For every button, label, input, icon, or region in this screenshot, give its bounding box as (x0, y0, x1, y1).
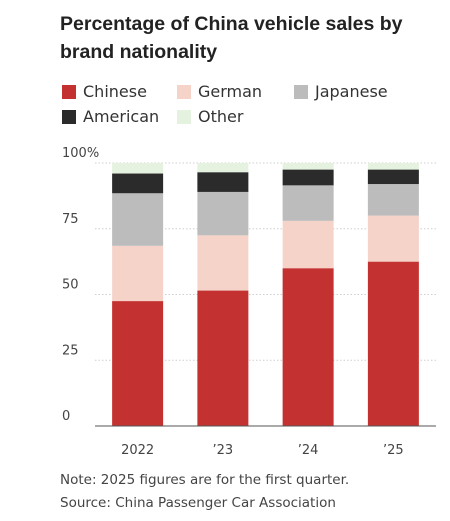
chart-title: Percentage of China vehicle sales by bra… (60, 13, 403, 63)
bar-segment-german (367, 215, 419, 262)
bar-segment-japanese (367, 184, 419, 216)
bar-segment-american (367, 169, 419, 185)
stacked-bar-chart: 0 25 50 75 100% 2022 ’23 ’24 ’25 (62, 146, 436, 458)
legend-label-japanese: Japanese (315, 82, 388, 101)
bar-segment-other (197, 163, 249, 173)
bar-segment-american (282, 169, 334, 186)
bar-segment-japanese (197, 191, 249, 236)
bar-segment-american (197, 172, 249, 192)
bar-segment-chinese (112, 301, 164, 426)
legend-swatch-chinese (62, 85, 76, 99)
bar-segment-japanese (112, 193, 164, 246)
x-tick-label: ’24 (298, 443, 319, 458)
bar-segment-other (112, 163, 164, 174)
x-tick-label: 2022 (121, 443, 154, 458)
bar-segment-german (282, 220, 334, 269)
legend-label-other: Other (198, 107, 244, 126)
legend-swatch-american (62, 110, 76, 124)
legend-label-american: American (83, 107, 160, 126)
legend-swatch-german (177, 85, 191, 99)
bar-segment-american (112, 173, 164, 194)
bar-segment-german (197, 235, 249, 291)
bar-segment-japanese (282, 185, 334, 221)
y-tick-label: 25 (62, 343, 79, 358)
bar-segment-german (112, 245, 164, 302)
x-tick-label: ’25 (383, 443, 404, 458)
y-tick-label: 100% (62, 146, 99, 161)
y-tick-label: 50 (62, 278, 79, 293)
y-tick-label: 75 (62, 212, 79, 227)
bar-segment-chinese (367, 261, 419, 426)
legend-label-german: German (198, 82, 263, 101)
bar-segment-other (367, 163, 419, 170)
legend-swatch-japanese (294, 85, 308, 99)
legend-label-chinese: Chinese (83, 82, 147, 101)
legend-swatch-other (177, 110, 191, 124)
chart-source: Source: China Passenger Car Association (60, 495, 336, 511)
bar-segment-chinese (282, 268, 334, 426)
chart-note: Note: 2025 figures are for the first qua… (60, 472, 350, 488)
bar-segment-chinese (197, 290, 249, 426)
bar-segment-other (282, 163, 334, 170)
y-tick-label: 0 (62, 409, 70, 424)
x-tick-label: ’23 (213, 443, 234, 458)
